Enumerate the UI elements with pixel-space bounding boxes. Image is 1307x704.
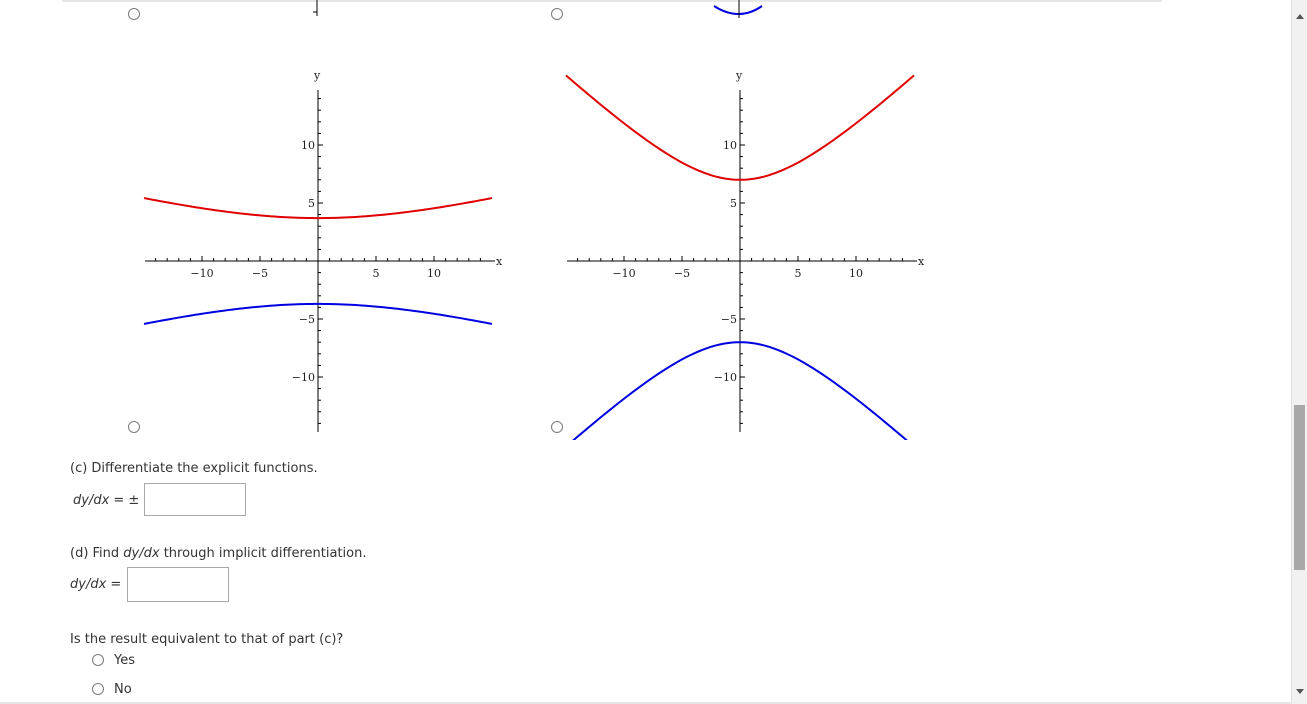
- lower-branch-curve: [572, 341, 908, 440]
- bottom-divider: [0, 702, 1292, 704]
- y-tick-label: 5: [730, 197, 737, 210]
- x-tick-label: −5: [674, 267, 690, 280]
- scroll-up-arrow-icon[interactable]: [1296, 14, 1304, 19]
- hyperbola-graph-left: x y −10 −5 5 10 10 5 −5 −10: [143, 69, 503, 432]
- x-tick-label: 5: [373, 267, 380, 280]
- graph-option-radio-top-right[interactable]: [551, 8, 563, 20]
- y-tick-label: 10: [301, 139, 315, 152]
- part-c-question: (c) Differentiate the explicit functions…: [70, 461, 318, 476]
- y-axis-label: y: [735, 69, 743, 82]
- part-d-dydx-label: dy/dx =: [70, 577, 122, 592]
- y-tick-label: −10: [714, 371, 737, 384]
- part-d-question-italic: dy/dx: [123, 546, 160, 561]
- lower-branch-curve: [143, 302, 493, 325]
- y-tick-label: −5: [721, 313, 737, 326]
- part-c-dydx-label: dy/dx = ±: [73, 493, 140, 508]
- x-tick-label: −10: [190, 267, 213, 280]
- upper-branch-curve: [565, 74, 915, 181]
- y-tick-label: 5: [308, 197, 315, 210]
- x-tick-label: 5: [795, 267, 802, 280]
- equivalence-question: Is the result equivalent to that of part…: [70, 632, 344, 647]
- yes-option-label: Yes: [114, 653, 135, 668]
- part-d-question: (d) Find dy/dx through implicit differen…: [70, 546, 367, 561]
- x-tick-label: −10: [612, 267, 635, 280]
- graph-option-radio-right[interactable]: [551, 421, 563, 433]
- part-d-answer-input[interactable]: [127, 567, 229, 602]
- upper-branch-curve: [143, 197, 493, 220]
- y-tick-label: −5: [299, 313, 315, 326]
- vertical-scrollbar[interactable]: [1291, 0, 1307, 704]
- yes-radio[interactable]: [92, 654, 104, 666]
- no-radio[interactable]: [92, 683, 104, 695]
- top-divider: [62, 0, 1162, 2]
- part-c-answer-input[interactable]: [144, 483, 246, 516]
- scroll-thumb[interactable]: [1294, 405, 1305, 570]
- hyperbola-graph-right: x y −10 −5 5 10 10 5 −5 −10: [565, 69, 925, 440]
- no-option-label: No: [114, 682, 132, 697]
- y-tick-label: −10: [292, 371, 315, 384]
- graph-option-radio-top-left[interactable]: [128, 8, 140, 20]
- part-d-question-prefix: (d) Find: [70, 546, 124, 561]
- x-tick-label: −5: [252, 267, 268, 280]
- previous-graph-left-fragment: [313, 0, 318, 16]
- previous-graph-right-fragment: [713, 0, 763, 18]
- part-d-question-suffix: through implicit differentiation.: [159, 546, 367, 561]
- x-tick-label: 10: [427, 267, 441, 280]
- y-tick-label: 10: [723, 139, 737, 152]
- y-axis-label: y: [313, 69, 321, 82]
- x-axis-label: x: [918, 255, 925, 268]
- x-tick-label: 10: [849, 267, 863, 280]
- scroll-down-arrow-icon[interactable]: [1296, 689, 1304, 694]
- graph-option-radio-left[interactable]: [128, 421, 140, 433]
- x-axis-label: x: [496, 255, 503, 268]
